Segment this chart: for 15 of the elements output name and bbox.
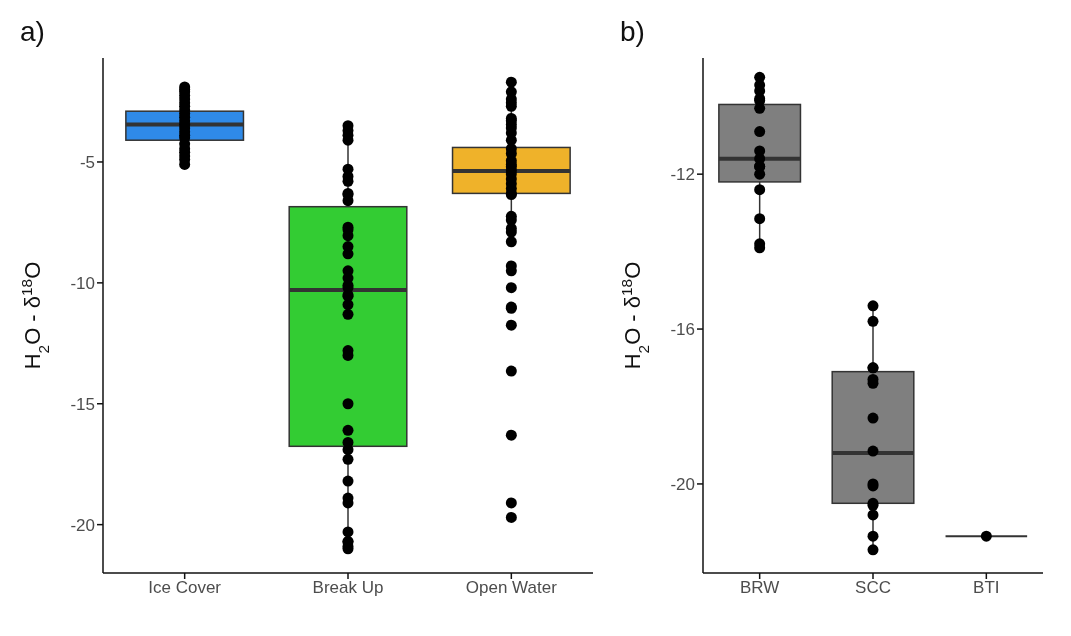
- y-tick-label: -5: [79, 153, 95, 172]
- y-tick-label: -20: [70, 515, 95, 535]
- chart-title: a): [20, 16, 45, 48]
- x-tick-label: Open Water: [465, 578, 558, 598]
- y-tick-label: -10: [70, 273, 95, 293]
- y-tick-label: -20: [670, 474, 695, 494]
- x-tick-label: BRW: [739, 578, 780, 598]
- y-tick-label: -12: [670, 165, 695, 185]
- x-tick-label: Ice Cover: [148, 578, 222, 598]
- x-tick-label: Break Up: [312, 578, 384, 598]
- x-tick-label: BTI: [973, 578, 1000, 598]
- x-tick-label: SCC: [855, 578, 891, 598]
- y-tick-label: -15: [70, 394, 95, 414]
- y-tick-label: -16: [670, 320, 695, 340]
- chart-title: b): [620, 16, 645, 48]
